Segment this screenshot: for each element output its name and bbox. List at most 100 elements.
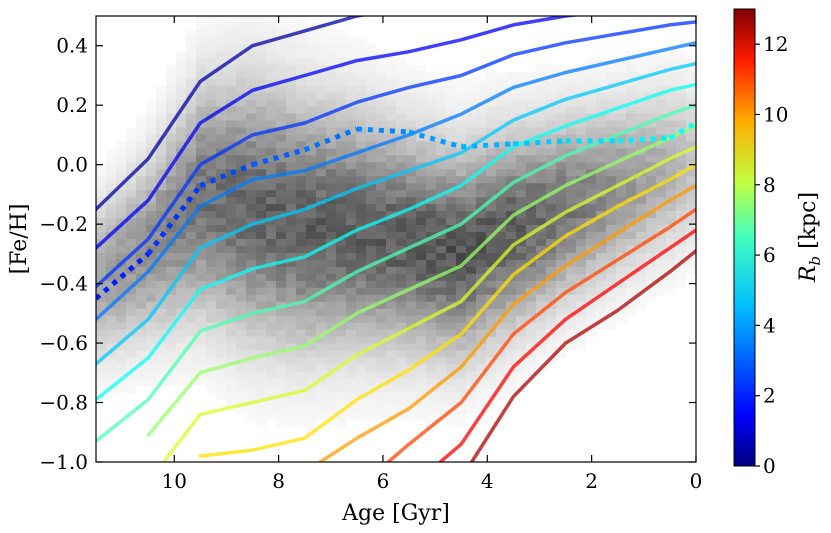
histogram-cell	[416, 350, 427, 358]
histogram-cell	[356, 364, 367, 372]
histogram-cell	[406, 399, 417, 407]
histogram-cell	[126, 301, 137, 310]
histogram-cell	[176, 280, 187, 289]
histogram-cell	[506, 162, 517, 170]
histogram-cell	[266, 378, 277, 386]
histogram-cell	[296, 176, 307, 184]
histogram-cell	[376, 343, 387, 351]
histogram-cell	[336, 399, 347, 407]
histogram-cell	[526, 329, 537, 337]
histogram-cell	[436, 294, 447, 303]
histogram-cell	[686, 155, 696, 163]
histogram-cell	[506, 134, 517, 142]
histogram-cell	[176, 329, 187, 337]
histogram-cell	[446, 211, 457, 219]
histogram-cell	[276, 106, 287, 114]
histogram-cell	[446, 385, 457, 393]
histogram-cell	[296, 273, 307, 282]
histogram-cell	[286, 43, 297, 52]
histogram-cell	[186, 78, 197, 87]
histogram-cell	[216, 176, 227, 184]
histogram-cell	[576, 169, 587, 177]
histogram-cell	[626, 301, 637, 310]
histogram-cell	[416, 378, 427, 386]
histogram-cell	[146, 218, 157, 226]
histogram-cell	[436, 78, 447, 87]
histogram-cell	[356, 155, 367, 163]
histogram-cell	[296, 155, 307, 163]
histogram-cell	[296, 190, 307, 198]
histogram-cell	[446, 169, 457, 177]
histogram-cell	[386, 392, 397, 400]
histogram-cell	[296, 259, 307, 268]
histogram-cell	[286, 420, 297, 428]
histogram-cell	[336, 85, 347, 94]
histogram-cell	[326, 92, 337, 101]
histogram-cell	[266, 294, 277, 303]
histogram-cell	[556, 120, 567, 128]
histogram-cell	[176, 169, 187, 177]
histogram-cell	[226, 148, 237, 156]
histogram-cell	[656, 92, 667, 101]
histogram-cell	[156, 239, 167, 247]
histogram-cell	[536, 232, 547, 240]
histogram-cell	[526, 127, 537, 135]
histogram-cell	[526, 280, 537, 289]
histogram-cell	[456, 420, 467, 428]
histogram-cell	[296, 85, 307, 94]
histogram-cell	[286, 113, 297, 121]
histogram-cell	[256, 385, 267, 393]
histogram-cell	[246, 99, 257, 107]
histogram-cell	[636, 176, 647, 184]
histogram-cell	[626, 266, 637, 275]
histogram-cell	[506, 280, 517, 289]
histogram-cell	[436, 120, 447, 128]
histogram-cell	[636, 280, 647, 289]
histogram-cell	[156, 294, 167, 303]
histogram-cell	[126, 273, 137, 282]
dotted-segment	[251, 147, 306, 168]
histogram-cell	[376, 371, 387, 379]
histogram-cell	[446, 85, 457, 94]
histogram-cell	[296, 280, 307, 289]
histogram-cell	[556, 308, 567, 317]
histogram-cell	[276, 64, 287, 73]
histogram-cell	[326, 218, 337, 226]
histogram-cell	[316, 308, 327, 317]
histogram-cell	[496, 301, 507, 310]
histogram-cell	[336, 420, 347, 428]
histogram-cell	[666, 78, 677, 87]
histogram-cell	[216, 252, 227, 261]
histogram-cell	[556, 315, 567, 324]
histogram-cell	[406, 71, 417, 80]
histogram-cell	[326, 399, 337, 407]
histogram-cell	[336, 197, 347, 205]
histogram-cell	[536, 204, 547, 212]
histogram-cell	[646, 162, 657, 170]
histogram-cell	[196, 315, 207, 324]
histogram-cell	[476, 350, 487, 358]
histogram-cell	[456, 106, 467, 114]
histogram-cell	[256, 29, 267, 38]
histogram-cell	[296, 371, 307, 379]
histogram-cell	[316, 36, 327, 45]
histogram-cell	[446, 294, 457, 303]
plot-frame	[95, 15, 697, 463]
histogram-cell	[416, 225, 427, 233]
histogram-cell	[486, 162, 497, 170]
histogram-cell	[566, 273, 577, 282]
histogram-cell	[356, 371, 367, 379]
y-tick-label: 0.4	[56, 34, 88, 58]
histogram-cell	[156, 148, 167, 156]
histogram-cell	[266, 252, 277, 261]
histogram-cell	[336, 371, 347, 379]
series-line	[146, 124, 696, 437]
histogram-cell	[146, 204, 157, 212]
histogram-cell	[146, 141, 157, 149]
histogram-cell	[226, 127, 237, 135]
histogram-cell	[666, 50, 677, 59]
histogram-cell	[176, 252, 187, 261]
histogram-cell	[406, 106, 417, 114]
histogram-cell	[666, 190, 677, 198]
histogram-cell	[416, 211, 427, 219]
